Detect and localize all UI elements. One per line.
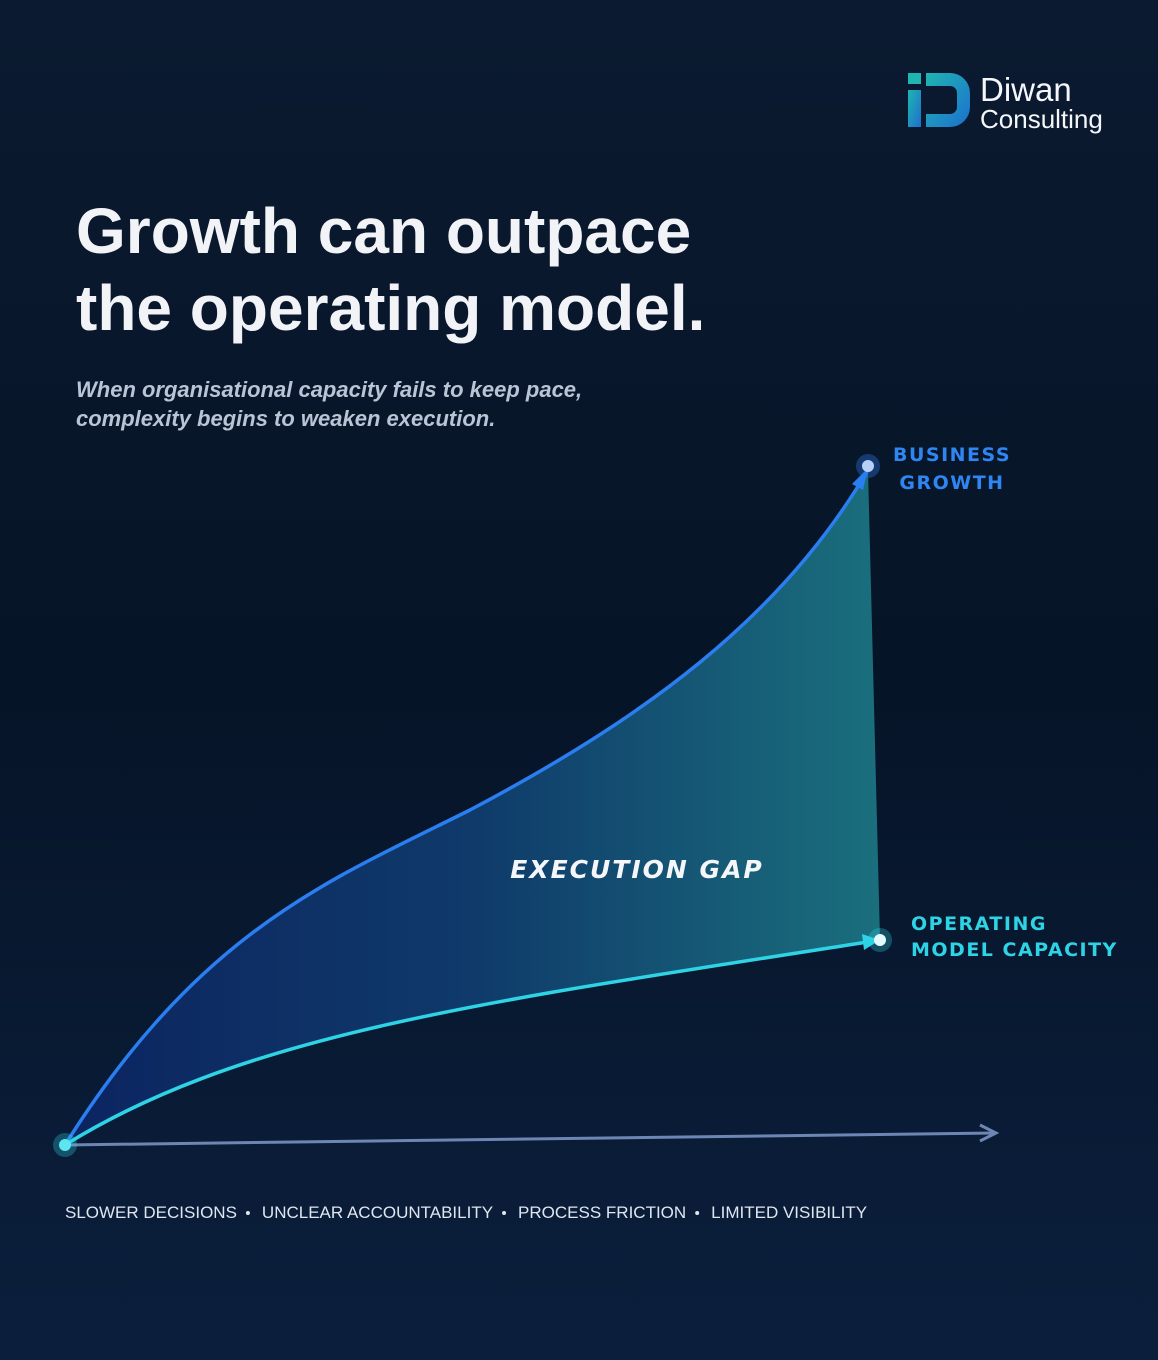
capacity-arrowhead	[862, 934, 880, 950]
logo-bar	[908, 90, 921, 127]
gap-label: EXECUTION GAP	[510, 855, 764, 884]
capacity-dot	[874, 934, 886, 946]
growth-arrowhead	[852, 468, 868, 490]
footer-separator	[502, 1211, 507, 1215]
footer-item: SLOWER DECISIONS	[65, 1203, 237, 1222]
footer-item: LIMITED VISIBILITY	[711, 1203, 867, 1222]
growth-dot	[862, 460, 874, 472]
footer: SLOWER DECISIONS UNCLEAR ACCOUNTABILITY PR…	[65, 1203, 867, 1222]
gap-area	[65, 470, 880, 1145]
axis-arrowhead	[979, 1123, 1000, 1143]
logo-tagline: Consulting	[980, 104, 1103, 134]
title-line: Growth can outpace	[76, 195, 691, 267]
capacity-label: MODEL CAPACITY	[911, 939, 1118, 961]
footer-separator	[245, 1211, 250, 1215]
growth-curve	[63, 469, 870, 1146]
time-axis	[64, 1131, 996, 1147]
footer-separator	[695, 1211, 700, 1215]
footer-item: UNCLEAR ACCOUNTABILITY	[262, 1203, 493, 1222]
capacity-label: OPERATING	[911, 913, 1047, 935]
logo-d	[926, 73, 970, 127]
logo-dot	[908, 73, 921, 84]
subtitle-line: When organisational capacity fails to ke…	[76, 377, 582, 402]
logo: Diwan Consulting	[908, 71, 1103, 134]
subtitle-line: complexity begins to weaken execution.	[76, 406, 495, 431]
growth-label: BUSINESS	[893, 444, 1011, 466]
origin-dot	[59, 1139, 71, 1151]
growth-label: GROWTH	[899, 472, 1004, 494]
footer-item: PROCESS FRICTION	[518, 1203, 686, 1222]
title-line: the operating model.	[76, 272, 705, 344]
logo-name: Diwan	[980, 71, 1072, 108]
capacity-curve	[64, 938, 881, 1147]
